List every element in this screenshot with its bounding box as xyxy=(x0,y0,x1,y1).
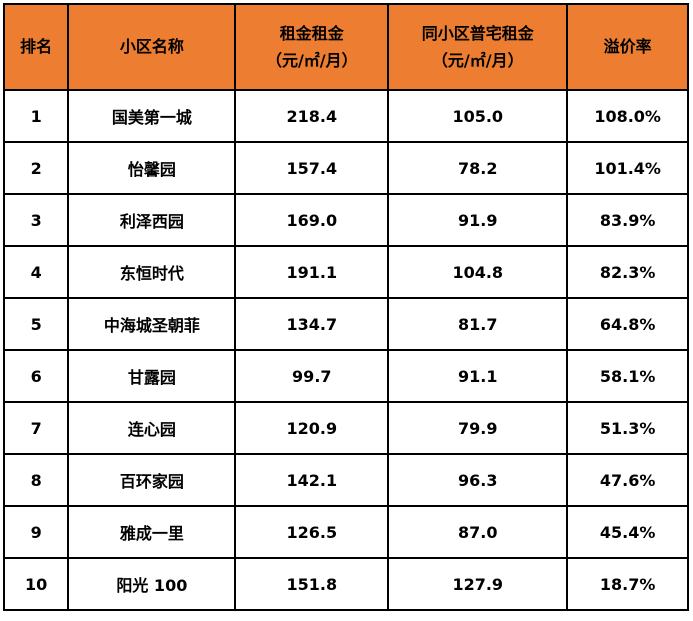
header-cell-rank: 排名 xyxy=(2,3,70,91)
cell-premium-rate: 58.1% xyxy=(566,349,689,403)
cell-rank: 4 xyxy=(2,245,70,299)
cell-premium-rate: 64.8% xyxy=(566,297,689,351)
cell-community: 怡馨园 xyxy=(67,141,237,195)
table-header: 排名 小区名称 租金租金 （元/㎡/月） 同小区普宅租金 （元/㎡/月） 溢价率 xyxy=(2,3,689,91)
cell-ordinary-rent: 105.0 xyxy=(387,89,569,143)
cell-rent: 151.8 xyxy=(234,557,390,611)
cell-rank: 8 xyxy=(2,453,70,507)
cell-community: 东恒时代 xyxy=(67,245,237,299)
cell-premium-rate: 51.3% xyxy=(566,401,689,455)
table-row: 9 雅成一里 126.5 87.0 45.4% xyxy=(2,505,689,559)
header-label-rent: 租金租金 xyxy=(279,23,344,43)
cell-ordinary-rent: 78.2 xyxy=(387,141,569,195)
cell-ordinary-rent: 79.9 xyxy=(387,401,569,455)
cell-ordinary-rent: 87.0 xyxy=(387,505,569,559)
cell-premium-rate: 82.3% xyxy=(566,245,689,299)
cell-community: 连心园 xyxy=(67,401,237,455)
cell-ordinary-rent: 91.1 xyxy=(387,349,569,403)
cell-premium-rate: 101.4% xyxy=(566,141,689,195)
cell-premium-rate: 45.4% xyxy=(566,505,689,559)
rent-premium-table: 排名 小区名称 租金租金 （元/㎡/月） 同小区普宅租金 （元/㎡/月） 溢价率… xyxy=(2,3,689,611)
cell-ordinary-rent: 81.7 xyxy=(387,297,569,351)
header-label-community: 小区名称 xyxy=(119,37,184,57)
cell-community: 甘露园 xyxy=(67,349,237,403)
cell-premium-rate: 18.7% xyxy=(566,557,689,611)
cell-ordinary-rent: 96.3 xyxy=(387,453,569,507)
header-cell-premium-rate: 溢价率 xyxy=(566,3,689,91)
table-row: 8 百环家园 142.1 96.3 47.6% xyxy=(2,453,689,507)
cell-rank: 1 xyxy=(2,89,70,143)
cell-premium-rate: 83.9% xyxy=(566,193,689,247)
table-row: 3 利泽西园 169.0 91.9 83.9% xyxy=(2,193,689,247)
cell-premium-rate: 47.6% xyxy=(566,453,689,507)
cell-community: 百环家园 xyxy=(67,453,237,507)
table-row: 1 国美第一城 218.4 105.0 108.0% xyxy=(2,89,689,143)
cell-ordinary-rent: 104.8 xyxy=(387,245,569,299)
cell-community: 利泽西园 xyxy=(67,193,237,247)
cell-community: 雅成一里 xyxy=(67,505,237,559)
cell-rank: 2 xyxy=(2,141,70,195)
header-row: 排名 小区名称 租金租金 （元/㎡/月） 同小区普宅租金 （元/㎡/月） 溢价率 xyxy=(2,3,689,91)
table-row: 7 连心园 120.9 79.9 51.3% xyxy=(2,401,689,455)
cell-rank: 10 xyxy=(2,557,70,611)
cell-rent: 134.7 xyxy=(234,297,390,351)
header-label-ordinary-rent: 同小区普宅租金 xyxy=(421,23,534,43)
header-cell-rent: 租金租金 （元/㎡/月） xyxy=(234,3,390,91)
cell-rent: 191.1 xyxy=(234,245,390,299)
header-label-rent-unit: （元/㎡/月） xyxy=(265,51,358,70)
header-label-rank: 排名 xyxy=(20,37,53,57)
cell-rent: 218.4 xyxy=(234,89,390,143)
cell-rent: 169.0 xyxy=(234,193,390,247)
cell-premium-rate: 108.0% xyxy=(566,89,689,143)
cell-rank: 3 xyxy=(2,193,70,247)
cell-rank: 7 xyxy=(2,401,70,455)
cell-rent: 157.4 xyxy=(234,141,390,195)
cell-rent: 126.5 xyxy=(234,505,390,559)
header-label-ordinary-rent-unit: （元/㎡/月） xyxy=(431,51,524,70)
table-body: 1 国美第一城 218.4 105.0 108.0% 2 怡馨园 157.4 78.2 101.4… xyxy=(2,89,689,611)
cell-community: 国美第一城 xyxy=(67,89,237,143)
cell-rent: 99.7 xyxy=(234,349,390,403)
table-row: 10 阳光 100 151.8 127.9 18.7% xyxy=(2,557,689,611)
table-row: 2 怡馨园 157.4 78.2 101.4% xyxy=(2,141,689,195)
cell-rank: 9 xyxy=(2,505,70,559)
cell-rent: 142.1 xyxy=(234,453,390,507)
cell-community: 阳光 100 xyxy=(67,557,237,611)
table-row: 4 东恒时代 191.1 104.8 82.3% xyxy=(2,245,689,299)
cell-community: 中海城圣朝菲 xyxy=(67,297,237,351)
header-cell-community: 小区名称 xyxy=(67,3,237,91)
table-row: 6 甘露园 99.7 91.1 58.1% xyxy=(2,349,689,403)
cell-ordinary-rent: 91.9 xyxy=(387,193,569,247)
header-cell-ordinary-rent: 同小区普宅租金 （元/㎡/月） xyxy=(387,3,569,91)
header-label-premium-rate: 溢价率 xyxy=(603,37,652,57)
table-row: 5 中海城圣朝菲 134.7 81.7 64.8% xyxy=(2,297,689,351)
cell-rent: 120.9 xyxy=(234,401,390,455)
cell-rank: 6 xyxy=(2,349,70,403)
cell-rank: 5 xyxy=(2,297,70,351)
cell-ordinary-rent: 127.9 xyxy=(387,557,569,611)
